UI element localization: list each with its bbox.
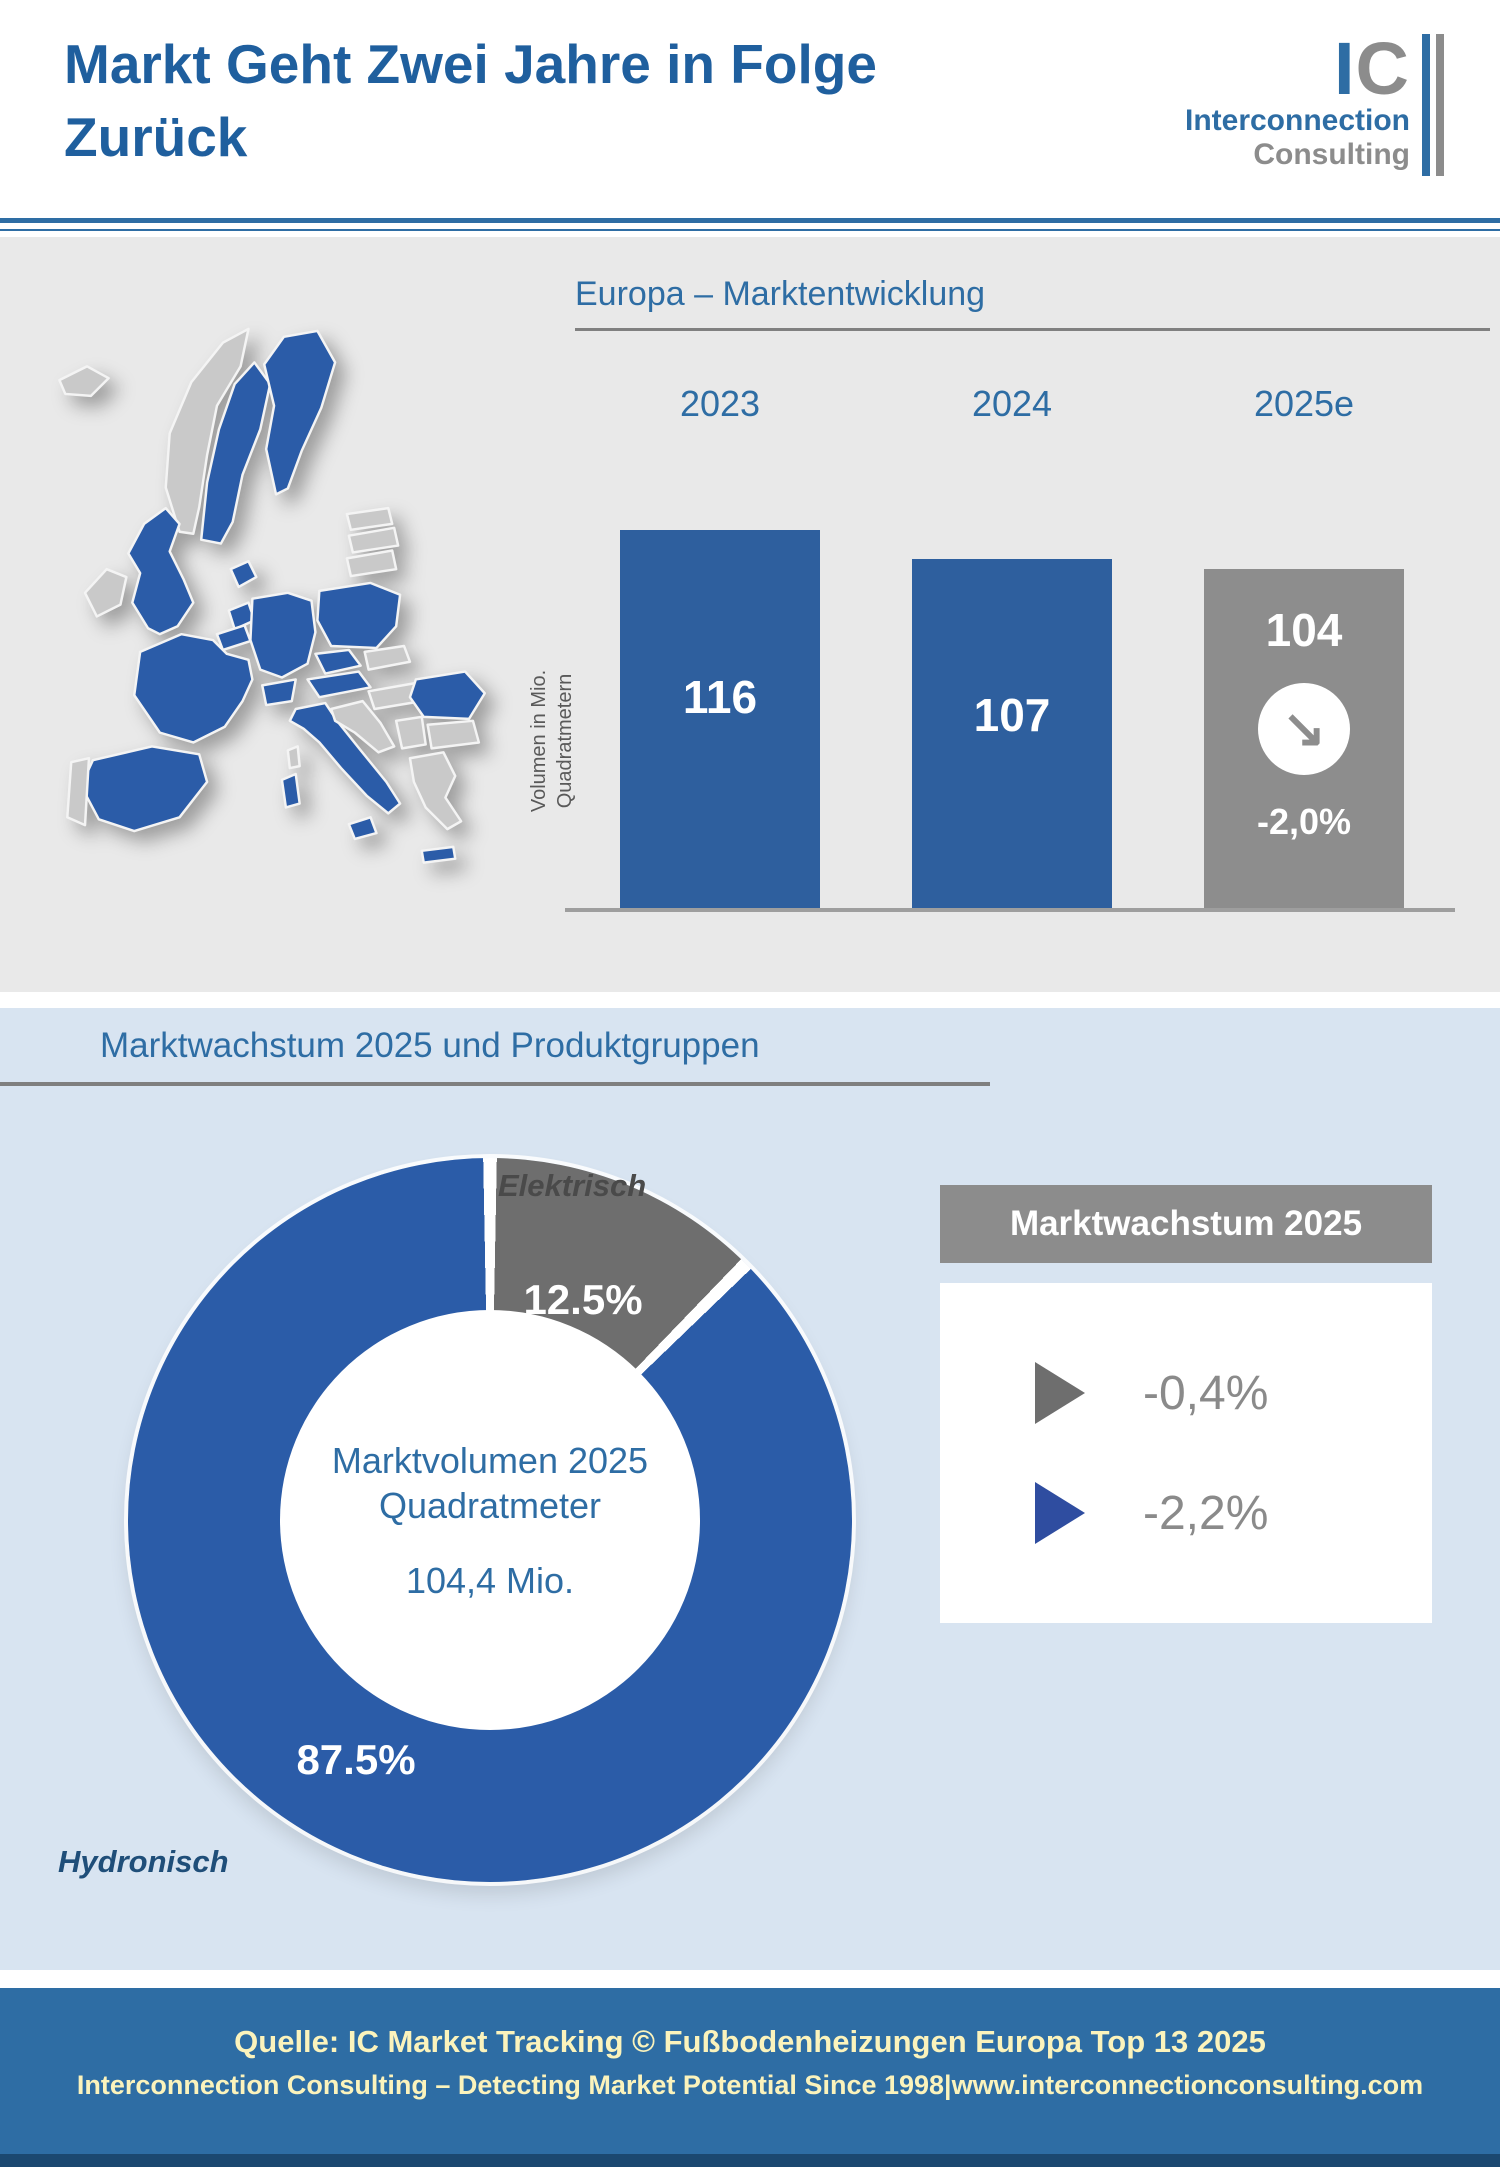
year-label-2025e: 2025e <box>1253 383 1355 424</box>
growth-row-elektrisch: -0,4% <box>1035 1362 1432 1424</box>
header-divider-thick <box>0 218 1500 223</box>
trend-down-icon: ↘ <box>1257 683 1350 775</box>
page-title-line2: Zurück <box>64 105 248 168</box>
footer-source-line: Quelle: IC Market Tracking © Fußbodenhei… <box>234 2024 1266 2059</box>
growth-box-title: Marktwachstum 2025 <box>940 1185 1432 1263</box>
growth-value-hydronisch: -2,2% <box>1143 1486 1269 1540</box>
bar-chart-year-labels: 2023 2024 2025e <box>575 383 1404 425</box>
growth-box: -0,4% -2,2% <box>940 1283 1432 1623</box>
logo-ic-mark: IC <box>1333 27 1410 110</box>
header-divider-thin <box>0 229 1500 231</box>
bar-2025e: 104 ↘ -2,0% <box>1204 569 1404 908</box>
europe-map-svg <box>58 327 486 864</box>
europe-map <box>22 251 534 911</box>
donut-chart: Marktvolumen 2025 Quadratmeter 104,4 Mio… <box>128 1158 852 1882</box>
elektrisch-percentage: 12.5% <box>523 1276 643 1323</box>
footer-company-line: Interconnection Consulting – Detecting M… <box>76 2070 1424 2100</box>
elektrisch-label: Elektrisch <box>498 1168 647 1203</box>
growth-value-elektrisch: -0,4% <box>1143 1366 1269 1420</box>
page-title: Markt Geht Zwei Jahre in Folge Zurück <box>64 28 877 173</box>
product-groups-section: Marktwachstum 2025 und Produktgruppen Ma… <box>0 1008 1500 1970</box>
x-axis-line <box>565 908 1455 912</box>
y-axis-label: Volumen in Mio. Quadratmetern <box>528 669 576 813</box>
interconnection-logo: IC Interconnection Consulting <box>1184 27 1444 176</box>
growth-row-hydronisch: -2,2% <box>1035 1482 1432 1544</box>
logo-text: IC Interconnection Consulting <box>1184 27 1410 176</box>
growth-arrow-hydronisch <box>1035 1482 1085 1544</box>
donut-center-value: 104,4 Mio. <box>405 1559 575 1601</box>
bar-chart-plot: 116 107 104 ↘ -2,0% <box>565 407 1455 912</box>
logo-bars-icon <box>1422 34 1444 176</box>
bar-chart-title: Europa – Marktentwicklung <box>575 275 1490 331</box>
bar-2023-value: 116 <box>682 670 758 723</box>
bar-2023: 116 <box>620 530 820 908</box>
section-heading-underline <box>0 1082 990 1086</box>
donut-center-line2: Quadratmeter <box>378 1484 602 1526</box>
market-development-section: Europa – Marktentwicklung 2023 2024 2025… <box>0 237 1500 992</box>
year-label-2024: 2024 <box>971 383 1053 424</box>
section-heading: Marktwachstum 2025 und Produktgruppen <box>100 1026 760 1065</box>
page-title-line1: Markt Geht Zwei Jahre in Folge <box>64 33 877 95</box>
donut-center-line1: Marktvolumen 2025 <box>331 1439 649 1481</box>
hydronisch-label: Hydronisch <box>58 1844 229 1879</box>
footer: Quelle: IC Market Tracking © Fußbodenhei… <box>0 1988 1500 2167</box>
year-label-2023: 2023 <box>679 383 761 424</box>
bar-2025e-change: -2,0% <box>1256 801 1352 842</box>
footer-bottom-strip <box>0 2154 1500 2167</box>
hydronisch-percentage: 87.5% <box>296 1736 416 1783</box>
bar-2024: 107 <box>912 559 1112 908</box>
bar-2024-value: 107 <box>973 689 1051 742</box>
logo-word-interconnection: Interconnection <box>1184 104 1410 138</box>
map-countries <box>58 327 486 864</box>
donut-center: Marktvolumen 2025 Quadratmeter 104,4 Mio… <box>280 1310 700 1730</box>
growth-arrow-elektrisch <box>1035 1362 1085 1424</box>
bar-2025e-value: 104 <box>1265 604 1343 656</box>
logo-word-consulting: Consulting <box>1253 137 1410 171</box>
